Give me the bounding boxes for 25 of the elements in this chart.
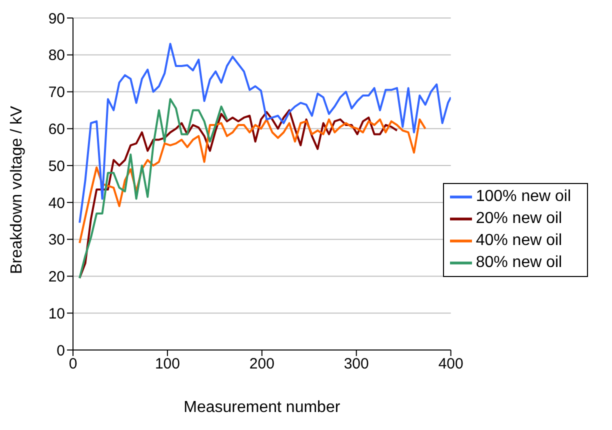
x-axis-title: Measurement number (184, 399, 341, 416)
line-series (78, 98, 228, 280)
legend-label: 40% new oil (476, 232, 562, 250)
x-tick-label: 100 (154, 356, 180, 373)
x-tick-label: 300 (344, 356, 369, 373)
line-series (78, 118, 426, 244)
line-series (78, 109, 398, 280)
y-tick-label: 30 (48, 232, 65, 249)
y-tick-label: 20 (48, 268, 65, 286)
x-tick-label: 200 (249, 356, 274, 373)
legend-label: 80% new oil (476, 254, 562, 272)
line-series (78, 42, 451, 224)
legend-label: 100% new oil (476, 188, 571, 206)
x-tick-label: 400 (438, 356, 464, 373)
y-axis-title: Breakdown voltage / kV (8, 106, 26, 274)
x-tick-label: 0 (68, 356, 78, 373)
y-tick-label: 50 (48, 158, 65, 175)
y-tick-label: 70 (48, 84, 65, 102)
y-tick-label: 60 (48, 120, 65, 138)
y-tick-label: 40 (48, 194, 65, 212)
legend-label: 20% new oil (476, 210, 562, 228)
y-tick-label: 80 (48, 47, 65, 64)
y-tick-label: 90 (48, 10, 65, 28)
y-tick-label: 10 (48, 305, 65, 322)
y-tick-label: 0 (56, 342, 65, 360)
